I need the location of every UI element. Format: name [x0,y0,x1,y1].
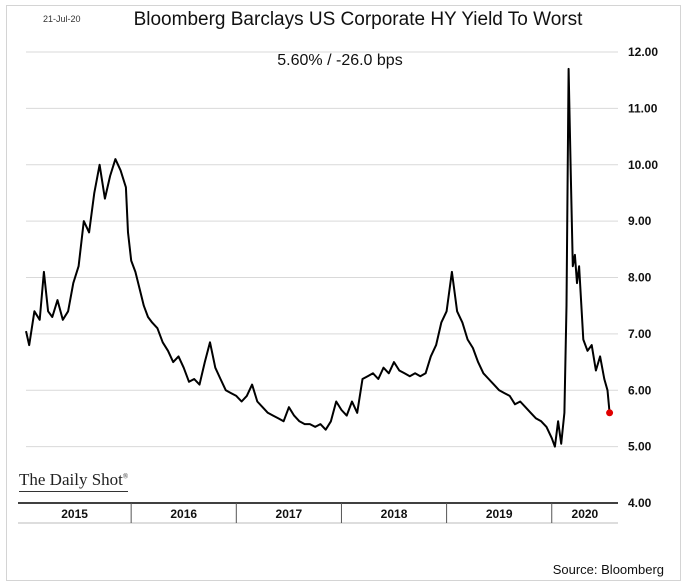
y-tick-label: 8.00 [628,271,652,285]
x-tick-label: 2020 [572,507,599,521]
y-tick-label: 4.00 [628,496,652,510]
series-line [25,67,614,448]
y-tick-label: 6.00 [628,383,652,397]
y-tick-label: 10.00 [628,158,658,172]
source-label: Source: Bloomberg [552,562,664,577]
logo-text: The Daily Shot [19,470,123,489]
y-tick-label: 9.00 [628,214,652,228]
y-tick-label: 5.00 [628,440,652,454]
x-tick-label: 2019 [486,507,513,521]
x-tick-label: 2016 [170,507,197,521]
chart-frame [6,5,681,581]
x-tick-label: 2018 [381,507,408,521]
y-tick-label: 12.00 [628,45,658,59]
x-tick-label: 2017 [276,507,303,521]
y-tick-label: 11.00 [628,101,658,115]
hy-yield-line [25,67,611,448]
y-axis-ticks: 4.00 5.00 6.00 7.00 8.00 9.00 10.00 11.00 12.00 [628,45,658,510]
chart-subtitle: 5.60% / -26.0 bps [277,52,403,69]
x-tick-label: 2015 [61,507,88,521]
logo-mark: ® [122,472,129,481]
chart-title: Bloomberg Barclays US Corporate HY Yield… [133,9,583,30]
date-label: 21-Jul-20 [43,14,81,24]
gridlines [26,51,618,448]
x-axis: 2015 2016 2017 2018 2019 2020 [18,502,618,524]
daily-shot-logo: The Daily Shot® [19,470,129,492]
y-tick-label: 7.00 [628,327,652,341]
last-value-marker [606,409,614,417]
